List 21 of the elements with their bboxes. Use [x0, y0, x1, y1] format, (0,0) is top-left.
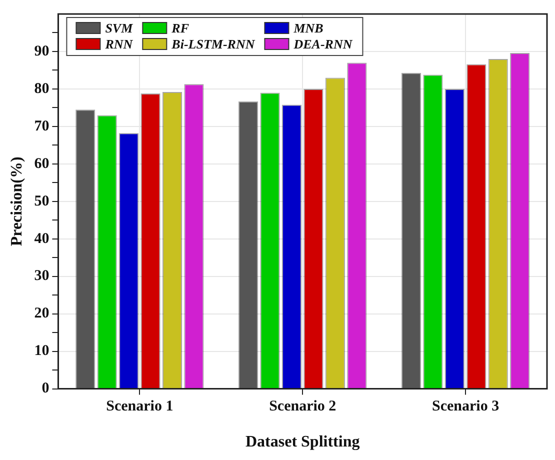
y-tick-label: 70 [34, 118, 50, 134]
legend-label: RNN [104, 36, 134, 52]
x-axis-title: Dataset Splitting [245, 434, 360, 451]
legend-label: DEA-RNN [292, 36, 353, 52]
legend-label: MNB [292, 20, 324, 36]
y-tick-label: 20 [34, 306, 50, 322]
legend-label: SVM [105, 20, 134, 36]
y-tick-label: 40 [34, 230, 50, 247]
x-tick-label: Scenario 3 [432, 398, 500, 415]
y-tick-label: 80 [34, 80, 50, 97]
y-tick-label: 10 [34, 343, 50, 360]
x-tick-label: Scenario 1 [106, 398, 174, 415]
y-tick-label: 50 [34, 193, 50, 210]
legend-label: RF [170, 20, 190, 36]
y-axis-title: Precision(%) [8, 156, 26, 246]
y-tick-label: 60 [34, 156, 50, 172]
y-tick-label: 0 [42, 380, 50, 397]
x-tick-label: Scenario 2 [269, 398, 336, 415]
y-tick-label: 90 [34, 43, 50, 60]
legend-label: Bi-LSTM-RNN [170, 36, 256, 52]
y-tick-label: 30 [34, 268, 50, 284]
